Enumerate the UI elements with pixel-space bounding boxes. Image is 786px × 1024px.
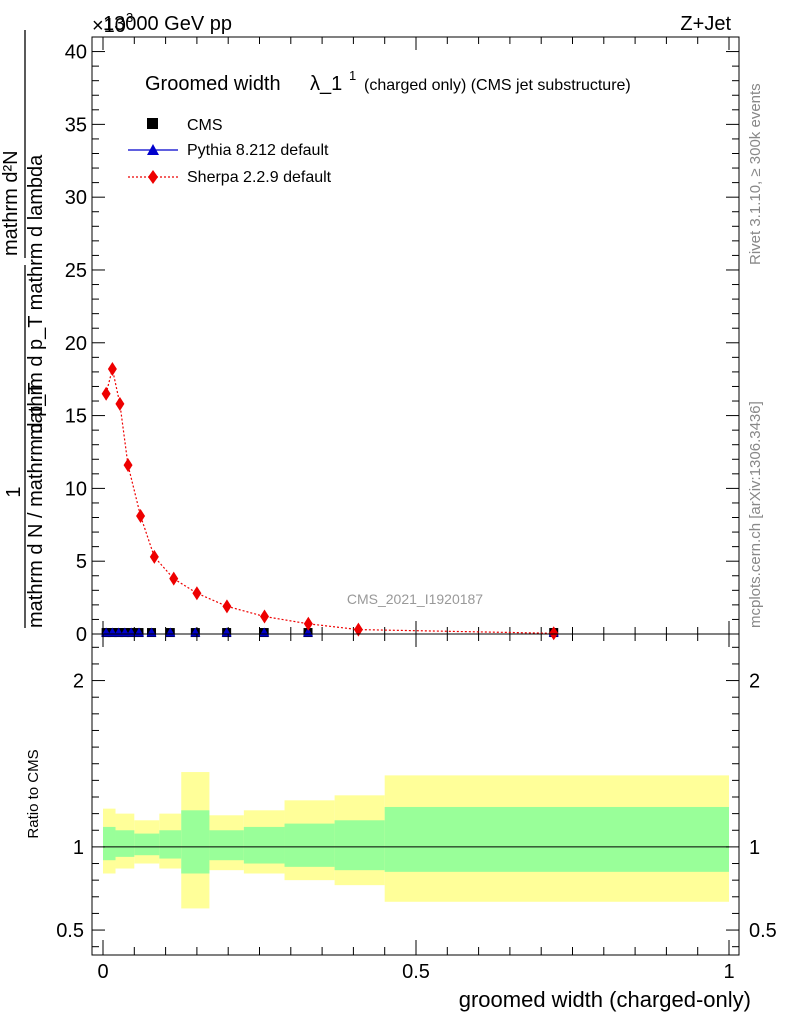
legend-cms-marker <box>147 118 158 129</box>
plot-title-small: (charged only) (CMS jet substructure) <box>364 77 631 94</box>
ratio-y-tick-label-right: 1 <box>749 837 760 859</box>
ylabel-den-inner: mathrm d p_T mathrm d lambda <box>25 154 47 440</box>
ratio-inner-band <box>181 810 210 874</box>
main-y-tick-label: 10 <box>65 478 87 500</box>
ylabel-den-outer: mathrm d N / mathrm d p_T <box>25 382 47 628</box>
ylabel-num-inner: mathrm d²N <box>0 150 22 256</box>
plot-title-main: Groomed width <box>145 73 281 95</box>
sherpa-point <box>136 509 146 524</box>
legend-sherpa-label: Sherpa 2.2.9 default <box>187 169 332 186</box>
main-y-tick-label: 40 <box>65 42 87 64</box>
legend-cms-label: CMS <box>187 117 223 134</box>
main-y-tick-label: 20 <box>65 333 87 355</box>
sherpa-point <box>149 549 159 564</box>
ratio-y-tick-label: 2 <box>73 671 84 693</box>
main-y-tick-label: 35 <box>65 114 87 136</box>
ratio-y-tick-label: 0.5 <box>56 920 84 942</box>
ratio-inner-band <box>103 826 116 861</box>
ratio-y-tick-label-right: 2 <box>749 671 760 693</box>
legend-pythia-marker <box>147 144 159 155</box>
ratio-inner-band <box>243 826 285 864</box>
x-tick-label: 0 <box>97 961 108 983</box>
ratio-axes: 0.5 0.5 1 1 2 2 <box>56 634 777 948</box>
analysis-watermark: CMS_2021_I1920187 <box>347 591 483 607</box>
sherpa-point <box>260 609 270 624</box>
main-y-tick-label: 25 <box>65 260 87 282</box>
mcplots-label: mcplots.cern.ch [arXiv:1306.3436] <box>747 401 764 628</box>
main-y-tick-label: 5 <box>76 551 87 573</box>
sherpa-point <box>353 622 363 637</box>
sherpa-point <box>222 599 232 614</box>
ratio-inner-band <box>284 823 335 867</box>
ratio-inner-band <box>115 830 135 857</box>
plot-title-sup: 1 <box>349 68 356 83</box>
main-data <box>101 361 559 641</box>
energy-label: 13000 GeV pp <box>103 13 232 35</box>
sherpa-point <box>169 571 179 586</box>
ratio-y-tick-label-right: 0.5 <box>749 920 777 942</box>
sherpa-point <box>101 386 111 401</box>
x-axis-label: groomed width (charged-only) <box>459 987 751 1012</box>
legend-pythia-label: Pythia 8.212 default <box>187 142 329 159</box>
sherpa-point <box>107 361 117 376</box>
sherpa-point <box>192 586 202 601</box>
rivet-label: Rivet 3.1.10, ≥ 300k events <box>747 83 764 265</box>
ratio-inner-band <box>384 806 729 872</box>
ratio-inner-band <box>134 833 160 856</box>
main-y-tick-label: 15 <box>65 406 87 428</box>
ratio-inner-band <box>209 830 244 861</box>
sherpa-point <box>303 616 313 631</box>
legend-sherpa-marker <box>148 170 158 184</box>
process-label: Z+Jet <box>680 13 731 35</box>
main-ylabel: 1 mathrm d²N mathrm d p_T mathrm d lambd… <box>0 30 47 628</box>
sherpa-point <box>549 626 559 641</box>
ratio-ylabel: Ratio to CMS <box>25 749 42 838</box>
sherpa-point <box>123 458 133 473</box>
x-tick-label: 0.5 <box>402 961 430 983</box>
sherpa-line <box>105 368 554 634</box>
exponent-label: ×10 <box>92 15 126 37</box>
main-axes: 0 5 10 15 20 25 30 35 40 <box>65 37 739 646</box>
ratio-inner-band <box>159 830 182 859</box>
plot-title: Groomed width λ_1 1 (charged only) (CMS … <box>145 68 631 95</box>
main-y-tick-label: 30 <box>65 187 87 209</box>
exponent-power: 3 <box>126 10 133 25</box>
x-tick-label: 1 <box>723 961 734 983</box>
main-y-tick-label: 0 <box>76 624 87 646</box>
x-axis: 0 0.5 1 <box>97 940 735 983</box>
ratio-bands <box>103 772 729 909</box>
ratio-y-tick-label: 1 <box>73 837 84 859</box>
plot-title-lambda: λ_1 <box>310 73 342 95</box>
sherpa-point <box>115 396 125 411</box>
ratio-inner-band <box>334 820 385 871</box>
ylabel-numerator: 1 <box>3 486 25 497</box>
legend: CMS Pythia 8.212 default Sherpa 2.2.9 de… <box>128 117 332 186</box>
